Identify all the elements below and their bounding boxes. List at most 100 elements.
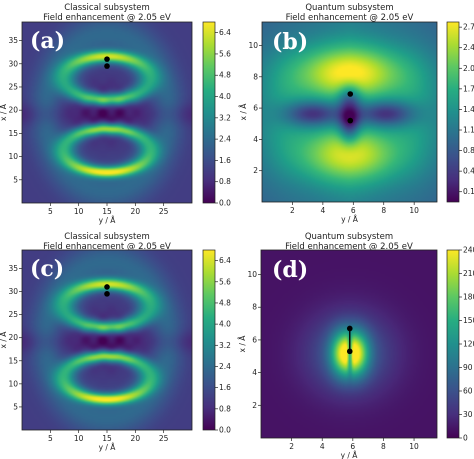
- colorbar-tick-label: 2.72: [463, 23, 474, 32]
- colorbar-tick-label: 0: [463, 434, 468, 443]
- x-tick-label: 25: [159, 207, 169, 216]
- colorbar-tick-label: 240: [463, 246, 474, 255]
- y-tick-label: 15: [8, 129, 18, 138]
- panel-title: Classical subsystem: [64, 3, 150, 13]
- colorbar-tick-label: 5.6: [219, 277, 231, 286]
- y-tick-label: 15: [8, 356, 18, 365]
- colorbar-tick-label: 0.48: [463, 167, 474, 176]
- x-tick-label: 5: [48, 434, 53, 443]
- x-axis-label: y / Å: [99, 216, 117, 225]
- y-axis-label: x / Å: [239, 103, 248, 121]
- heatmap-image: [22, 22, 192, 203]
- panel-label: (a): [30, 28, 65, 54]
- y-tick-label: 6: [252, 335, 257, 344]
- x-axis-label: y / Å: [341, 451, 359, 459]
- x-tick-label: 6: [350, 442, 355, 451]
- colorbar-tick-label: 1.6: [219, 156, 231, 165]
- colorbar-tick-label: 1.12: [463, 126, 474, 135]
- y-axis-label: x / Å: [0, 331, 8, 349]
- colorbar-tick-label: 0.8: [219, 404, 231, 413]
- colorbar-tick-label: 0.0: [219, 199, 231, 208]
- panel-subtitle: Field enhancement @ 2.05 eV: [43, 13, 171, 23]
- y-tick-label: 2: [252, 401, 257, 410]
- panel-label: (b): [272, 29, 308, 55]
- panel-title: Quantum subsystem: [305, 232, 393, 242]
- colorbar: [202, 249, 216, 431]
- colorbar-tick-label: 0.16: [463, 187, 474, 196]
- atom-marker: [104, 63, 110, 69]
- colorbar-tick-label: 3.2: [219, 113, 231, 122]
- y-tick-label: 4: [252, 368, 257, 377]
- colorbar: [202, 21, 216, 204]
- heatmap-image: [22, 250, 192, 430]
- panel-title: Quantum subsystem: [305, 3, 393, 13]
- colorbar-tick-label: 4.8: [219, 71, 231, 80]
- y-tick-label: 5: [13, 175, 18, 184]
- y-tick-label: 10: [247, 270, 257, 279]
- colorbar-tick-label: 4.0: [219, 92, 231, 101]
- colorbar-tick-label: 4.0: [219, 320, 231, 329]
- y-tick-label: 35: [8, 36, 18, 45]
- x-tick-label: 6: [351, 206, 356, 215]
- colorbar-tick-label: 210: [463, 269, 474, 278]
- y-axis-label: x / Å: [238, 335, 247, 353]
- panel-title: Classical subsystem: [64, 232, 150, 242]
- panel-subtitle: Field enhancement @ 2.05 eV: [286, 13, 414, 23]
- y-tick-label: 4: [253, 135, 258, 144]
- panel-label: (c): [30, 256, 64, 282]
- colorbar-tick-label: 3.2: [219, 341, 231, 350]
- atom-marker: [347, 91, 354, 97]
- plot-frame: [261, 21, 438, 203]
- x-tick-label: 4: [320, 442, 325, 451]
- x-axis-label: y / Å: [99, 443, 117, 452]
- atom-marker: [346, 348, 353, 355]
- y-tick-label: 35: [8, 264, 18, 273]
- x-tick-label: 8: [381, 206, 386, 215]
- y-tick-label: 25: [8, 82, 18, 91]
- colorbar-tick-label: 2.40: [463, 43, 474, 52]
- atom-marker: [104, 56, 110, 62]
- y-tick-label: 10: [8, 379, 18, 388]
- x-tick-label: 5: [48, 207, 53, 216]
- colorbar-tick-label: 2.08: [463, 64, 474, 73]
- y-tick-label: 2: [253, 166, 258, 175]
- y-tick-label: 25: [8, 310, 18, 319]
- panel-subtitle: Field enhancement @ 2.05 eV: [43, 242, 171, 252]
- y-axis-label: x / Å: [0, 103, 8, 121]
- atom-marker: [104, 291, 110, 297]
- atom-marker: [104, 284, 110, 290]
- colorbar-tick-label: 0.80: [463, 146, 474, 155]
- panel-label: (d): [272, 257, 308, 283]
- x-tick-label: 10: [74, 434, 84, 443]
- x-axis-label: y / Å: [341, 215, 359, 224]
- panel-subtitle: Field enhancement @ 2.05 eV: [285, 242, 413, 252]
- x-tick-label: 2: [290, 206, 295, 215]
- colorbar-tick-label: 2.4: [219, 135, 231, 144]
- heatmap-image: [262, 22, 437, 202]
- colorbar-tick-label: 90: [463, 363, 473, 372]
- x-tick-label: 10: [409, 206, 419, 215]
- x-tick-label: 20: [131, 207, 141, 216]
- y-tick-label: 20: [8, 333, 18, 342]
- x-tick-label: 4: [320, 206, 325, 215]
- x-tick-label: 10: [74, 207, 84, 216]
- y-tick-label: 6: [253, 104, 258, 113]
- y-tick-label: 10: [248, 41, 258, 50]
- x-tick-label: 10: [409, 442, 419, 451]
- colorbar-tick-label: 180: [463, 293, 474, 302]
- colorbar-tick-label: 1.76: [463, 84, 474, 93]
- y-tick-label: 20: [8, 106, 18, 115]
- colorbar: [446, 21, 460, 203]
- colorbar-tick-label: 0.8: [219, 177, 231, 186]
- atom-marker: [347, 117, 354, 124]
- y-tick-label: 5: [13, 402, 18, 411]
- plot-frame: [260, 249, 438, 439]
- colorbar-tick-label: 120: [463, 340, 474, 349]
- x-tick-label: 8: [381, 442, 386, 451]
- colorbar-tick-label: 2.4: [219, 362, 231, 371]
- colorbar-tick-label: 150: [463, 316, 474, 325]
- x-tick-label: 15: [102, 207, 112, 216]
- colorbar-tick-label: 30: [463, 410, 473, 419]
